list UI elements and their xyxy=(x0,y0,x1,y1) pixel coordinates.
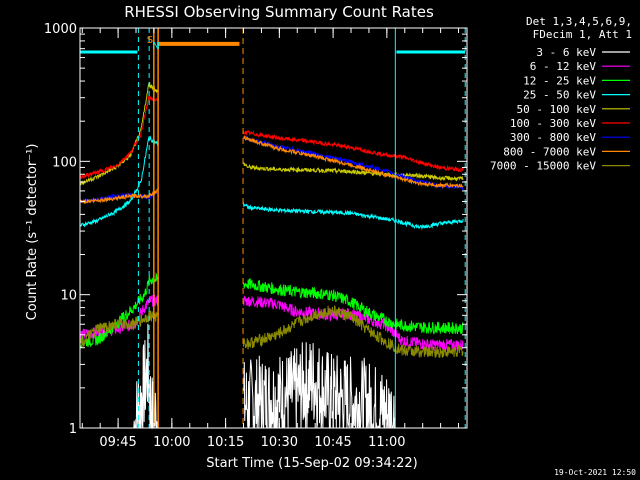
legend-label: 7000 - 15000 keV xyxy=(490,160,596,173)
flag-marker-n: N xyxy=(152,41,159,52)
legend-label: 25 - 50 keV xyxy=(523,89,596,102)
series-800-7000-kev-line xyxy=(79,188,159,205)
series-25-50-kev-line xyxy=(242,202,464,231)
legend-header-line-2: FDecim 1, Att 1 xyxy=(533,28,632,41)
legend-label: 800 - 7000 keV xyxy=(503,145,596,158)
series-50-100-kev-line xyxy=(79,81,159,186)
flag-marker-s: S xyxy=(147,35,153,46)
y-tick-label: 10 xyxy=(60,289,77,304)
legend-label: 100 - 300 keV xyxy=(510,117,596,130)
y-tick-label: 1000 xyxy=(44,22,77,37)
series-100-300-kev-line xyxy=(242,129,464,173)
series-50-100-kev-line xyxy=(243,162,464,182)
series-800-7000-kev-line xyxy=(243,135,464,189)
y-axis-label: Count Rate (s⁻¹ detector⁻¹) xyxy=(25,144,40,321)
x-tick-label: 10:45 xyxy=(314,435,351,450)
series-7000-15000-kev-line xyxy=(242,305,464,358)
x-tick-label: 09:45 xyxy=(99,435,136,450)
legend-label: 3 - 6 keV xyxy=(536,46,596,59)
legend-header-line-1: Det 1,3,4,5,6,9, xyxy=(526,15,632,28)
x-tick-label: 10:30 xyxy=(261,435,298,450)
legend-label: 300 - 800 keV xyxy=(510,131,596,144)
series-3-6-kev-line xyxy=(133,323,159,430)
series-3-6-kev-line xyxy=(242,342,396,429)
legend-label: 6 - 12 keV xyxy=(530,60,597,73)
series-25-50-kev-line xyxy=(79,135,159,228)
x-tick-label: 11:00 xyxy=(368,435,405,450)
plot-frame xyxy=(79,27,468,429)
x-tick-label: 10:00 xyxy=(153,435,190,450)
y-tick-label: 100 xyxy=(52,155,77,170)
legend-label: 12 - 25 keV xyxy=(523,74,596,87)
series-100-300-kev-line xyxy=(79,95,159,180)
series-7000-15000-kev-line xyxy=(79,310,159,348)
x-tick-label: 10:15 xyxy=(207,435,244,450)
x-axis-label: Start Time (15-Sep-02 09:34:22) xyxy=(206,456,417,471)
legend-label: 50 - 100 keV xyxy=(517,103,597,116)
y-tick-label: 1 xyxy=(69,422,77,437)
series-12-25-kev-line xyxy=(242,278,464,335)
chart-title: RHESSI Observing Summary Count Rates xyxy=(124,3,434,21)
render-timestamp: 19-Oct-2021 12:50 xyxy=(554,468,636,477)
